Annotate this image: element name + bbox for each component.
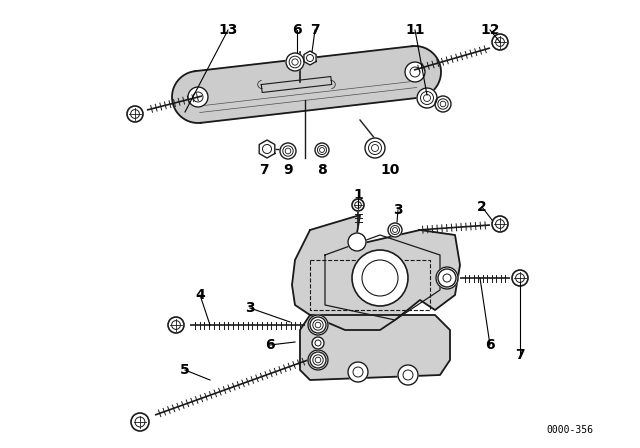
Polygon shape xyxy=(259,140,275,158)
Text: 10: 10 xyxy=(380,163,400,177)
Circle shape xyxy=(438,269,456,287)
Circle shape xyxy=(286,53,304,71)
Polygon shape xyxy=(292,215,460,330)
Polygon shape xyxy=(195,46,418,123)
Circle shape xyxy=(436,267,458,289)
Polygon shape xyxy=(304,51,316,65)
Circle shape xyxy=(127,106,143,122)
Text: 3: 3 xyxy=(245,301,255,315)
Text: 6: 6 xyxy=(265,338,275,352)
Circle shape xyxy=(417,88,437,108)
Text: 13: 13 xyxy=(218,23,237,37)
Text: 7: 7 xyxy=(515,348,525,362)
Text: 7: 7 xyxy=(259,163,269,177)
Text: 12: 12 xyxy=(480,23,500,37)
Circle shape xyxy=(352,250,408,306)
Text: 9: 9 xyxy=(283,163,293,177)
Circle shape xyxy=(398,365,418,385)
Text: 0000-356: 0000-356 xyxy=(547,425,593,435)
Text: 1: 1 xyxy=(353,188,363,202)
Text: 5: 5 xyxy=(180,363,190,377)
Text: 7: 7 xyxy=(310,23,320,37)
Circle shape xyxy=(280,143,296,159)
Polygon shape xyxy=(412,46,441,98)
Circle shape xyxy=(308,315,328,335)
Circle shape xyxy=(312,337,324,349)
Polygon shape xyxy=(172,71,201,123)
Circle shape xyxy=(308,350,328,370)
Circle shape xyxy=(352,199,364,211)
Circle shape xyxy=(405,62,425,82)
Text: 2: 2 xyxy=(477,200,487,214)
Text: 3: 3 xyxy=(393,203,403,217)
Circle shape xyxy=(131,413,149,431)
Polygon shape xyxy=(300,315,450,380)
Text: 4: 4 xyxy=(195,288,205,302)
Circle shape xyxy=(188,87,208,107)
Circle shape xyxy=(168,317,184,333)
Text: 8: 8 xyxy=(317,163,327,177)
Circle shape xyxy=(492,34,508,50)
Circle shape xyxy=(348,233,366,251)
Circle shape xyxy=(365,138,385,158)
Circle shape xyxy=(388,223,402,237)
Circle shape xyxy=(315,143,329,157)
Circle shape xyxy=(492,216,508,232)
Circle shape xyxy=(310,352,326,368)
Circle shape xyxy=(512,270,528,286)
Text: 11: 11 xyxy=(405,23,425,37)
Circle shape xyxy=(310,317,326,333)
Circle shape xyxy=(435,96,451,112)
Circle shape xyxy=(348,362,368,382)
Text: 6: 6 xyxy=(292,23,302,37)
Text: 6: 6 xyxy=(485,338,495,352)
